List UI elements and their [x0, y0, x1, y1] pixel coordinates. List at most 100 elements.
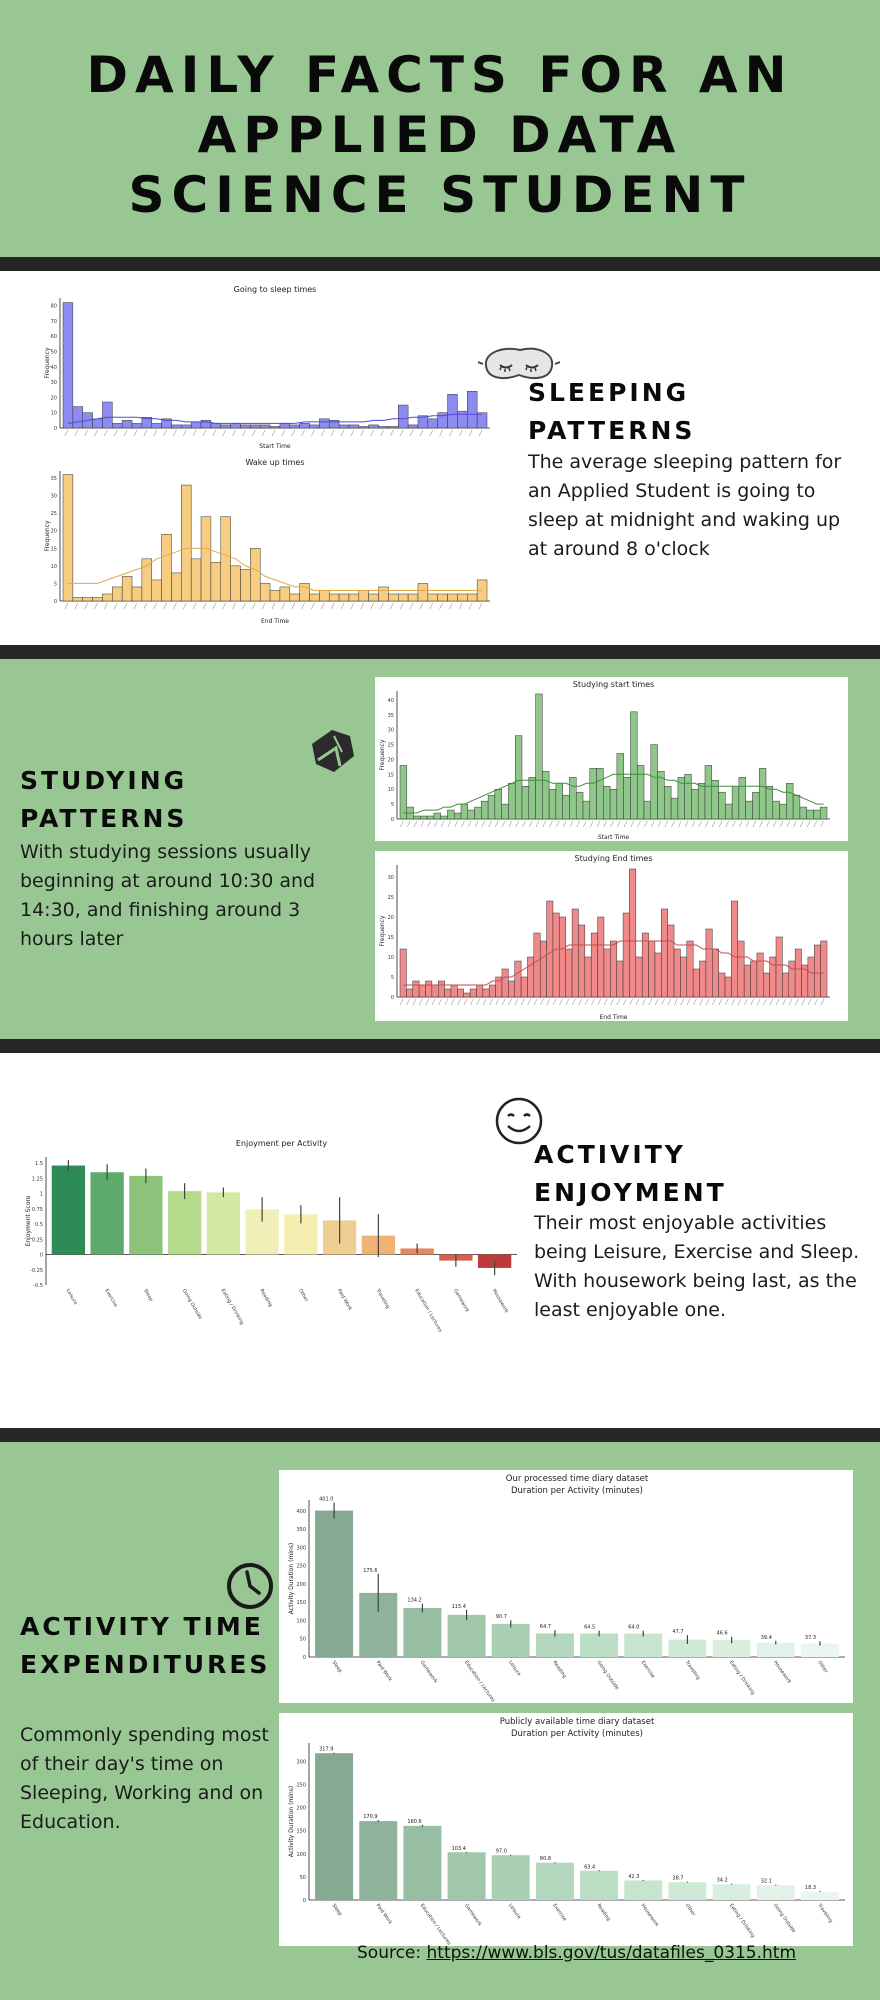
x-tick-mark: [806, 820, 811, 828]
x-tick-mark: [163, 602, 167, 610]
x-tick-mark: [793, 820, 797, 828]
x-tick-mark: [637, 820, 641, 828]
x-tick-label: Education / Lectures: [419, 1903, 452, 1946]
x-tick-label: Reading: [258, 1288, 273, 1308]
y-tick-label: 40: [51, 365, 57, 371]
histogram-bar: [610, 940, 617, 998]
histogram-bar: [230, 423, 241, 429]
histogram-bar: [399, 765, 408, 820]
x-tick-mark: [591, 998, 595, 1006]
y-axis-label: Frequency: [44, 520, 51, 551]
x-tick-mark: [94, 429, 98, 437]
histogram-bar: [62, 474, 74, 602]
x-tick-mark: [642, 998, 646, 1006]
source-link[interactable]: https://www.bls.gov/tus/datafiles_0315.h…: [426, 1943, 797, 1963]
x-tick-mark: [153, 429, 157, 437]
x-tick-mark: [133, 602, 138, 610]
bar: [403, 1608, 442, 1657]
duration-chart-processed: Our processed time diary dataset Duration…: [279, 1470, 853, 1704]
y-axis-label: Activity Duration (mins): [288, 1786, 295, 1857]
histogram-bar: [171, 424, 182, 429]
x-tick-mark: [425, 998, 429, 1006]
histogram-bar: [792, 794, 801, 820]
x-tick-label: Reading: [595, 1903, 611, 1922]
x-tick-mark: [192, 602, 197, 610]
bar: [800, 1891, 839, 1900]
x-tick-mark: [340, 429, 345, 437]
y-axis-label: Frequency: [379, 739, 386, 770]
histogram-bar: [635, 956, 643, 998]
y-tick-label: -0.25: [30, 1268, 43, 1274]
kde-curve: [403, 940, 824, 986]
histogram-bar: [358, 426, 369, 429]
histogram-bar: [250, 424, 261, 429]
x-tick-mark: [281, 602, 286, 610]
x-tick-mark: [617, 820, 621, 828]
histogram-bar: [467, 391, 478, 429]
y-tick-label: 70: [51, 319, 57, 325]
data-label: 80.8: [540, 1856, 551, 1862]
y-tick-label: 300: [296, 1759, 306, 1765]
x-tick-mark: [467, 820, 472, 828]
histogram-bar: [622, 912, 630, 998]
histogram-bar: [603, 786, 611, 820]
x-tick-mark: [814, 998, 818, 1006]
y-tick-label: 10: [388, 955, 394, 961]
bar: [580, 1633, 619, 1657]
histogram-bar: [210, 423, 222, 429]
histogram-bar: [750, 960, 758, 998]
x-tick-mark: [578, 998, 582, 1006]
x-tick-mark: [321, 429, 325, 437]
sleep-mask-icon: [477, 342, 561, 388]
x-tick-mark: [94, 602, 98, 610]
histogram-bar: [494, 788, 502, 820]
x-tick-mark: [202, 429, 207, 437]
x-tick-mark: [772, 820, 777, 828]
x-tick-mark: [756, 998, 761, 1006]
histogram-bar: [697, 783, 706, 820]
y-tick-label: 1.25: [32, 1176, 43, 1182]
bar: [580, 1870, 619, 1900]
x-tick-mark: [330, 602, 335, 610]
histogram-bar: [230, 565, 241, 602]
x-tick-mark: [173, 602, 177, 610]
x-tick-mark: [429, 602, 434, 610]
x-tick-mark: [725, 820, 729, 828]
histogram-bar: [358, 590, 369, 602]
x-tick-label: Housework: [772, 1660, 792, 1685]
kde-curve: [403, 773, 824, 814]
histogram-bar: [501, 803, 509, 820]
study-end-chart: Studying End times 0 5 10 15 20 25 30 End Time Fr…: [375, 851, 848, 1021]
x-tick-mark: [222, 602, 226, 610]
histogram-bar: [819, 806, 828, 820]
x-tick-mark: [769, 998, 774, 1006]
x-tick-label: Going Outside: [595, 1660, 620, 1691]
histogram-bar: [72, 406, 83, 429]
x-tick-mark: [427, 820, 431, 828]
y-tick-label: 50: [51, 350, 57, 356]
histogram-bar: [190, 558, 202, 602]
histogram-bar: [92, 418, 103, 429]
x-tick-mark: [113, 429, 118, 437]
histogram-bar: [782, 972, 790, 998]
histogram-bar: [388, 593, 399, 602]
bar: [90, 1172, 124, 1255]
histogram-bar: [457, 988, 464, 998]
x-tick-mark: [752, 820, 757, 828]
x-tick-mark: [232, 602, 236, 610]
sleep-title: SLEEPING PATTERNS: [528, 378, 696, 445]
histogram-bar: [488, 984, 496, 998]
y-tick-label: 0.75: [32, 1207, 43, 1213]
histogram-bar: [418, 984, 426, 998]
enjoyment-text: Their most enjoyable activities being Le…: [534, 1212, 860, 1321]
y-tick-label: 15: [51, 546, 57, 552]
divider-2: [0, 645, 880, 659]
histogram-bar: [431, 984, 439, 998]
x-tick-mark: [603, 820, 607, 828]
x-tick-mark: [252, 429, 256, 437]
x-tick-mark: [622, 998, 627, 1006]
histogram-bar: [151, 579, 162, 602]
histogram-bar: [765, 786, 774, 820]
x-tick-mark: [542, 820, 546, 828]
x-tick-mark: [562, 820, 567, 828]
